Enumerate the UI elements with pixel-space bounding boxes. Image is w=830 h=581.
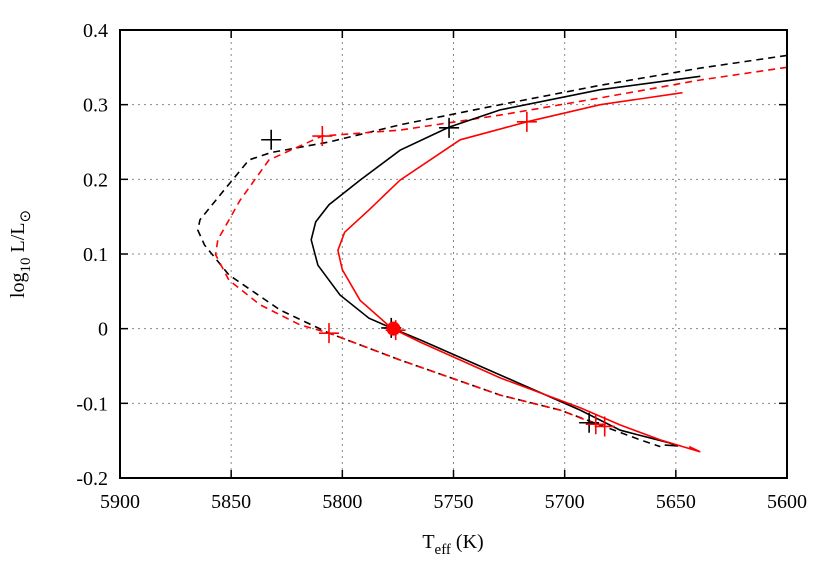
marker: [318, 323, 339, 344]
marker: [386, 321, 401, 336]
y-label-main: log: [7, 273, 29, 299]
x-tick-label: 5800: [322, 491, 362, 513]
x-label-sub: eff: [435, 542, 451, 558]
marker: [516, 111, 537, 132]
y-label-sun: ⊙: [18, 210, 34, 223]
y-label-sub: 10: [18, 258, 34, 273]
x-tick-label: 5700: [545, 491, 585, 513]
y-tick-label: 0.3: [83, 95, 108, 117]
y-label-ratio: L/L: [7, 223, 29, 258]
marker: [312, 126, 333, 147]
y-tick-label: -0.1: [76, 393, 108, 415]
y-tick-label: 0.4: [83, 20, 108, 42]
marker: [261, 129, 282, 150]
y-tick-label: 0: [98, 319, 108, 341]
marker: [594, 416, 615, 437]
x-axis-label: Teff (K): [422, 531, 483, 558]
y-tick-label: 0.2: [83, 169, 108, 191]
x-label-unit: (K): [451, 531, 484, 553]
y-tick-label: 0.1: [83, 244, 108, 266]
marker: [439, 117, 460, 138]
track-line: [337, 91, 701, 453]
y-tick-label: -0.2: [76, 468, 108, 490]
x-tick-label: 5650: [656, 491, 696, 513]
track-line: [196, 54, 788, 448]
x-tick-label: 5900: [100, 491, 140, 513]
x-label-main: T: [422, 531, 434, 553]
x-tick-label: 5600: [767, 491, 807, 513]
y-axis-label: log10 L/L⊙: [7, 210, 34, 298]
x-tick-label: 5850: [211, 491, 251, 513]
track-line: [214, 66, 788, 427]
x-tick-label: 5750: [434, 491, 474, 513]
plot-frame: [119, 29, 788, 479]
marker: [585, 414, 606, 435]
